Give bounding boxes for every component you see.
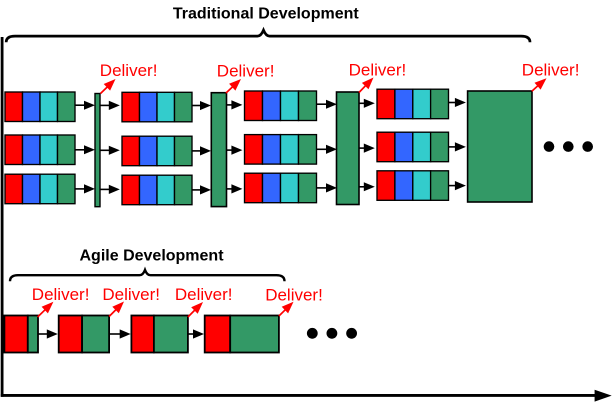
svg-text:Deliver!: Deliver! (522, 61, 580, 80)
svg-text:Deliver!: Deliver! (349, 60, 407, 79)
svg-text:Deliver!: Deliver! (100, 61, 158, 80)
svg-text:Deliver!: Deliver! (265, 286, 323, 305)
svg-text:Deliver!: Deliver! (32, 285, 90, 304)
svg-text:Deliver!: Deliver! (217, 61, 275, 80)
svg-text:Deliver!: Deliver! (102, 285, 160, 304)
svg-text:Traditional Development: Traditional Development (173, 5, 359, 22)
svg-text:Deliver!: Deliver! (175, 285, 233, 304)
svg-text:Agile Development: Agile Development (80, 248, 225, 265)
